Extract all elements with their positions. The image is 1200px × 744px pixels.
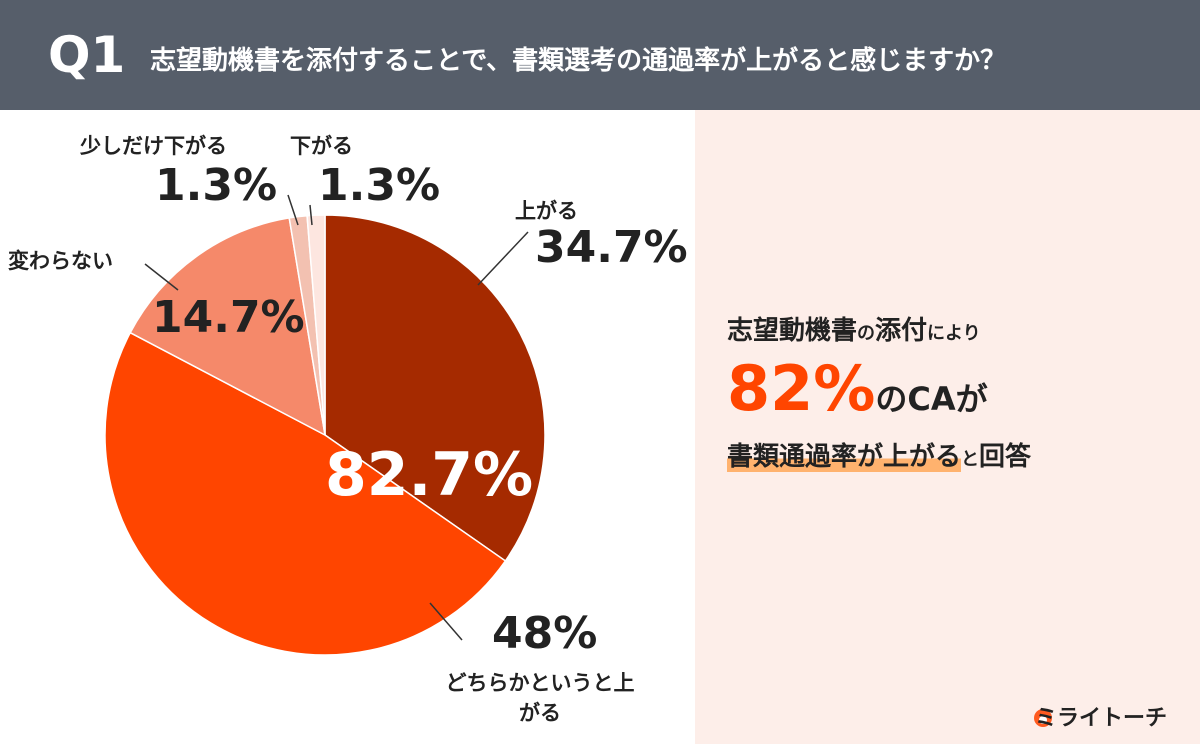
summary-text: 書類通過率が上がる	[727, 442, 962, 472]
value-label: 14.7%	[152, 292, 305, 343]
pie-slice	[104, 331, 507, 656]
question-label: Q1	[48, 26, 126, 84]
summary-text: のCAが	[875, 380, 988, 418]
summary-text: の	[857, 323, 876, 344]
summary-text: と	[961, 449, 980, 470]
summary-text: により	[927, 323, 981, 344]
summary-text: 志望動機書	[727, 316, 858, 346]
leader-line	[144, 263, 179, 291]
leader-line	[429, 602, 463, 641]
summary-text: 添付	[875, 316, 928, 346]
question: 志望動機書を添付することで、書類選考の通過率が上がると感じますか？	[150, 46, 1007, 76]
category-label: 上がる	[515, 199, 578, 223]
logo: ミライトーチ	[1035, 706, 1168, 731]
leader-line	[477, 231, 529, 286]
category-label: 少しだけ下がる	[80, 134, 227, 158]
pie-slice	[129, 217, 326, 437]
category-label: 下がる	[290, 134, 353, 158]
category-label: 変わらない	[8, 249, 113, 273]
logo-icon-core	[1039, 716, 1047, 724]
value-label: 48%	[492, 608, 598, 659]
value-label: 34.7%	[535, 222, 688, 273]
total-label: 82.7%	[325, 440, 534, 510]
summary-line: 志望動機書の添付により	[727, 310, 981, 347]
header: Q1 志望動機書を添付することで、書類選考の通過率が上がると感じますか？	[0, 0, 1200, 110]
leader-line	[309, 204, 313, 226]
summary-highlight: 82%	[727, 352, 876, 425]
category-label: どちらかというと上がる	[445, 671, 635, 725]
value-label: 1.3%	[155, 160, 278, 211]
value-label: 1.3%	[318, 160, 441, 211]
summary-line: 82%のCAが	[727, 352, 988, 425]
pie-slice	[306, 214, 326, 436]
summary-line: 書類通過率が上がると回答	[727, 436, 1031, 473]
summary-panel	[695, 110, 1200, 744]
leader-line	[287, 194, 299, 226]
summary-text: 回答	[979, 442, 1032, 472]
pie-slice	[324, 214, 546, 562]
